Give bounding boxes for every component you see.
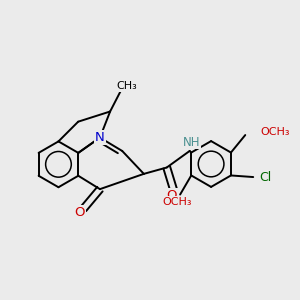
Text: OCH₃: OCH₃ — [162, 196, 192, 206]
Text: CH₃: CH₃ — [117, 81, 137, 91]
Text: Cl: Cl — [259, 170, 272, 184]
Text: O: O — [74, 206, 85, 219]
Text: N: N — [95, 131, 105, 144]
Text: NH: NH — [183, 136, 200, 148]
Text: OCH₃: OCH₃ — [260, 128, 290, 137]
Text: O: O — [166, 189, 176, 202]
